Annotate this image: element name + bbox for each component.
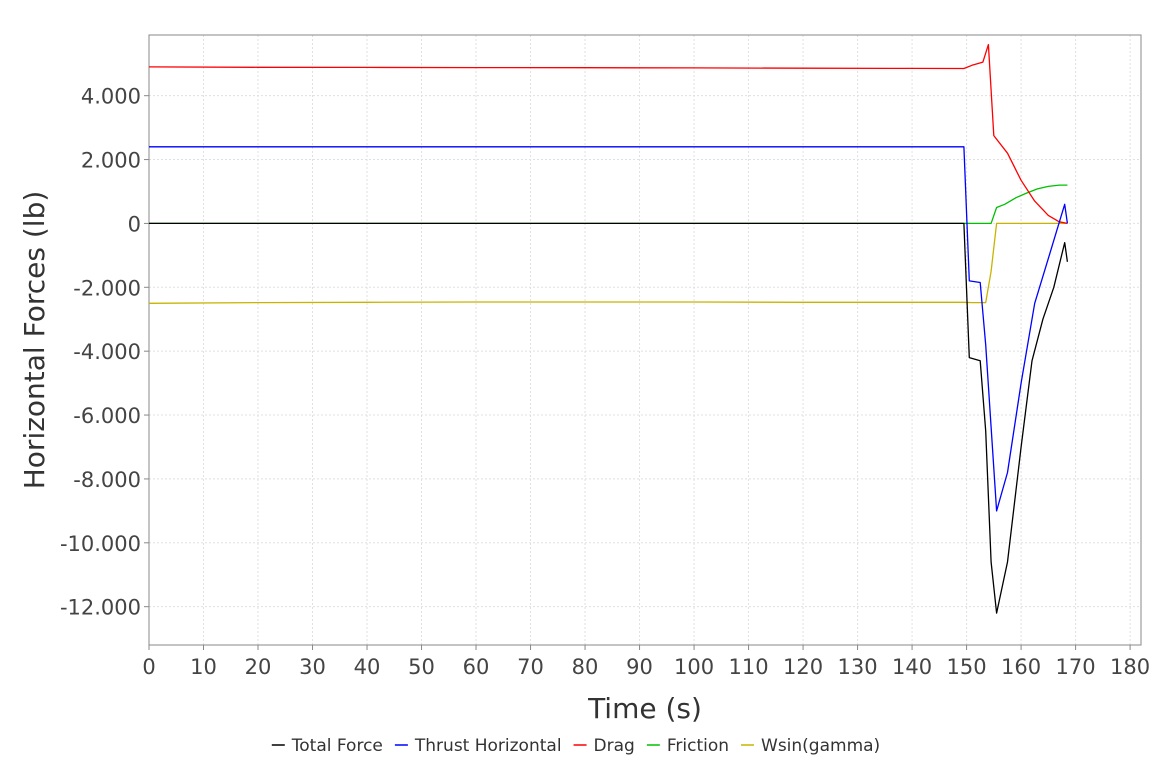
x-tick-label: 130 — [838, 655, 878, 679]
legend-label: Drag — [594, 736, 635, 756]
y-tick-label: -10.000 — [60, 532, 141, 556]
x-tick-label: 30 — [299, 655, 326, 679]
y-tick-label: -12.000 — [60, 596, 141, 620]
series-line-wsin-gamma — [148, 222, 1068, 304]
legend-label: Friction — [667, 736, 729, 756]
x-tick-label: 90 — [626, 655, 653, 679]
y-tick-label: -4.000 — [73, 340, 141, 364]
legend-label: Thrust Horizontal — [414, 736, 562, 756]
x-tick-label: 20 — [245, 655, 272, 679]
x-tick-label: 100 — [674, 655, 714, 679]
y-tick-label: 4.000 — [81, 85, 141, 109]
x-tick-label: 40 — [354, 655, 381, 679]
x-tick-label: 120 — [783, 655, 823, 679]
series-line-total-force — [149, 222, 1069, 614]
x-tick-label: 180 — [1110, 655, 1150, 679]
x-tick-label: 70 — [517, 655, 544, 679]
x-axis-title: Time (s) — [587, 692, 702, 725]
plot-frame — [148, 34, 1142, 646]
x-tick-label: 140 — [892, 655, 932, 679]
y-axis-title: Horizontal Forces (lb) — [18, 191, 51, 490]
x-tick-label: 160 — [1001, 655, 1041, 679]
x-tick-label: 0 — [142, 655, 155, 679]
x-tick-label: 10 — [190, 655, 217, 679]
x-tick-label: 110 — [729, 655, 769, 679]
legend-label: Total Force — [291, 736, 383, 756]
series-line-thrust-horizontal — [149, 146, 1069, 512]
x-tick-label: 50 — [408, 655, 435, 679]
y-tick-label: 2.000 — [81, 149, 141, 173]
y-tick-label: -2.000 — [73, 276, 141, 300]
legend-label: Wsin(gamma) — [761, 736, 880, 756]
x-tick-label: 170 — [1056, 655, 1096, 679]
plot-background — [149, 35, 1141, 645]
series-line-drag — [148, 43, 1068, 225]
y-tick-label: 0 — [128, 212, 141, 236]
y-tick-label: -8.000 — [73, 468, 141, 492]
y-tick-label: -6.000 — [73, 404, 141, 428]
x-tick-label: 150 — [947, 655, 987, 679]
x-tick-label: 60 — [463, 655, 490, 679]
x-tick-label: 80 — [572, 655, 599, 679]
